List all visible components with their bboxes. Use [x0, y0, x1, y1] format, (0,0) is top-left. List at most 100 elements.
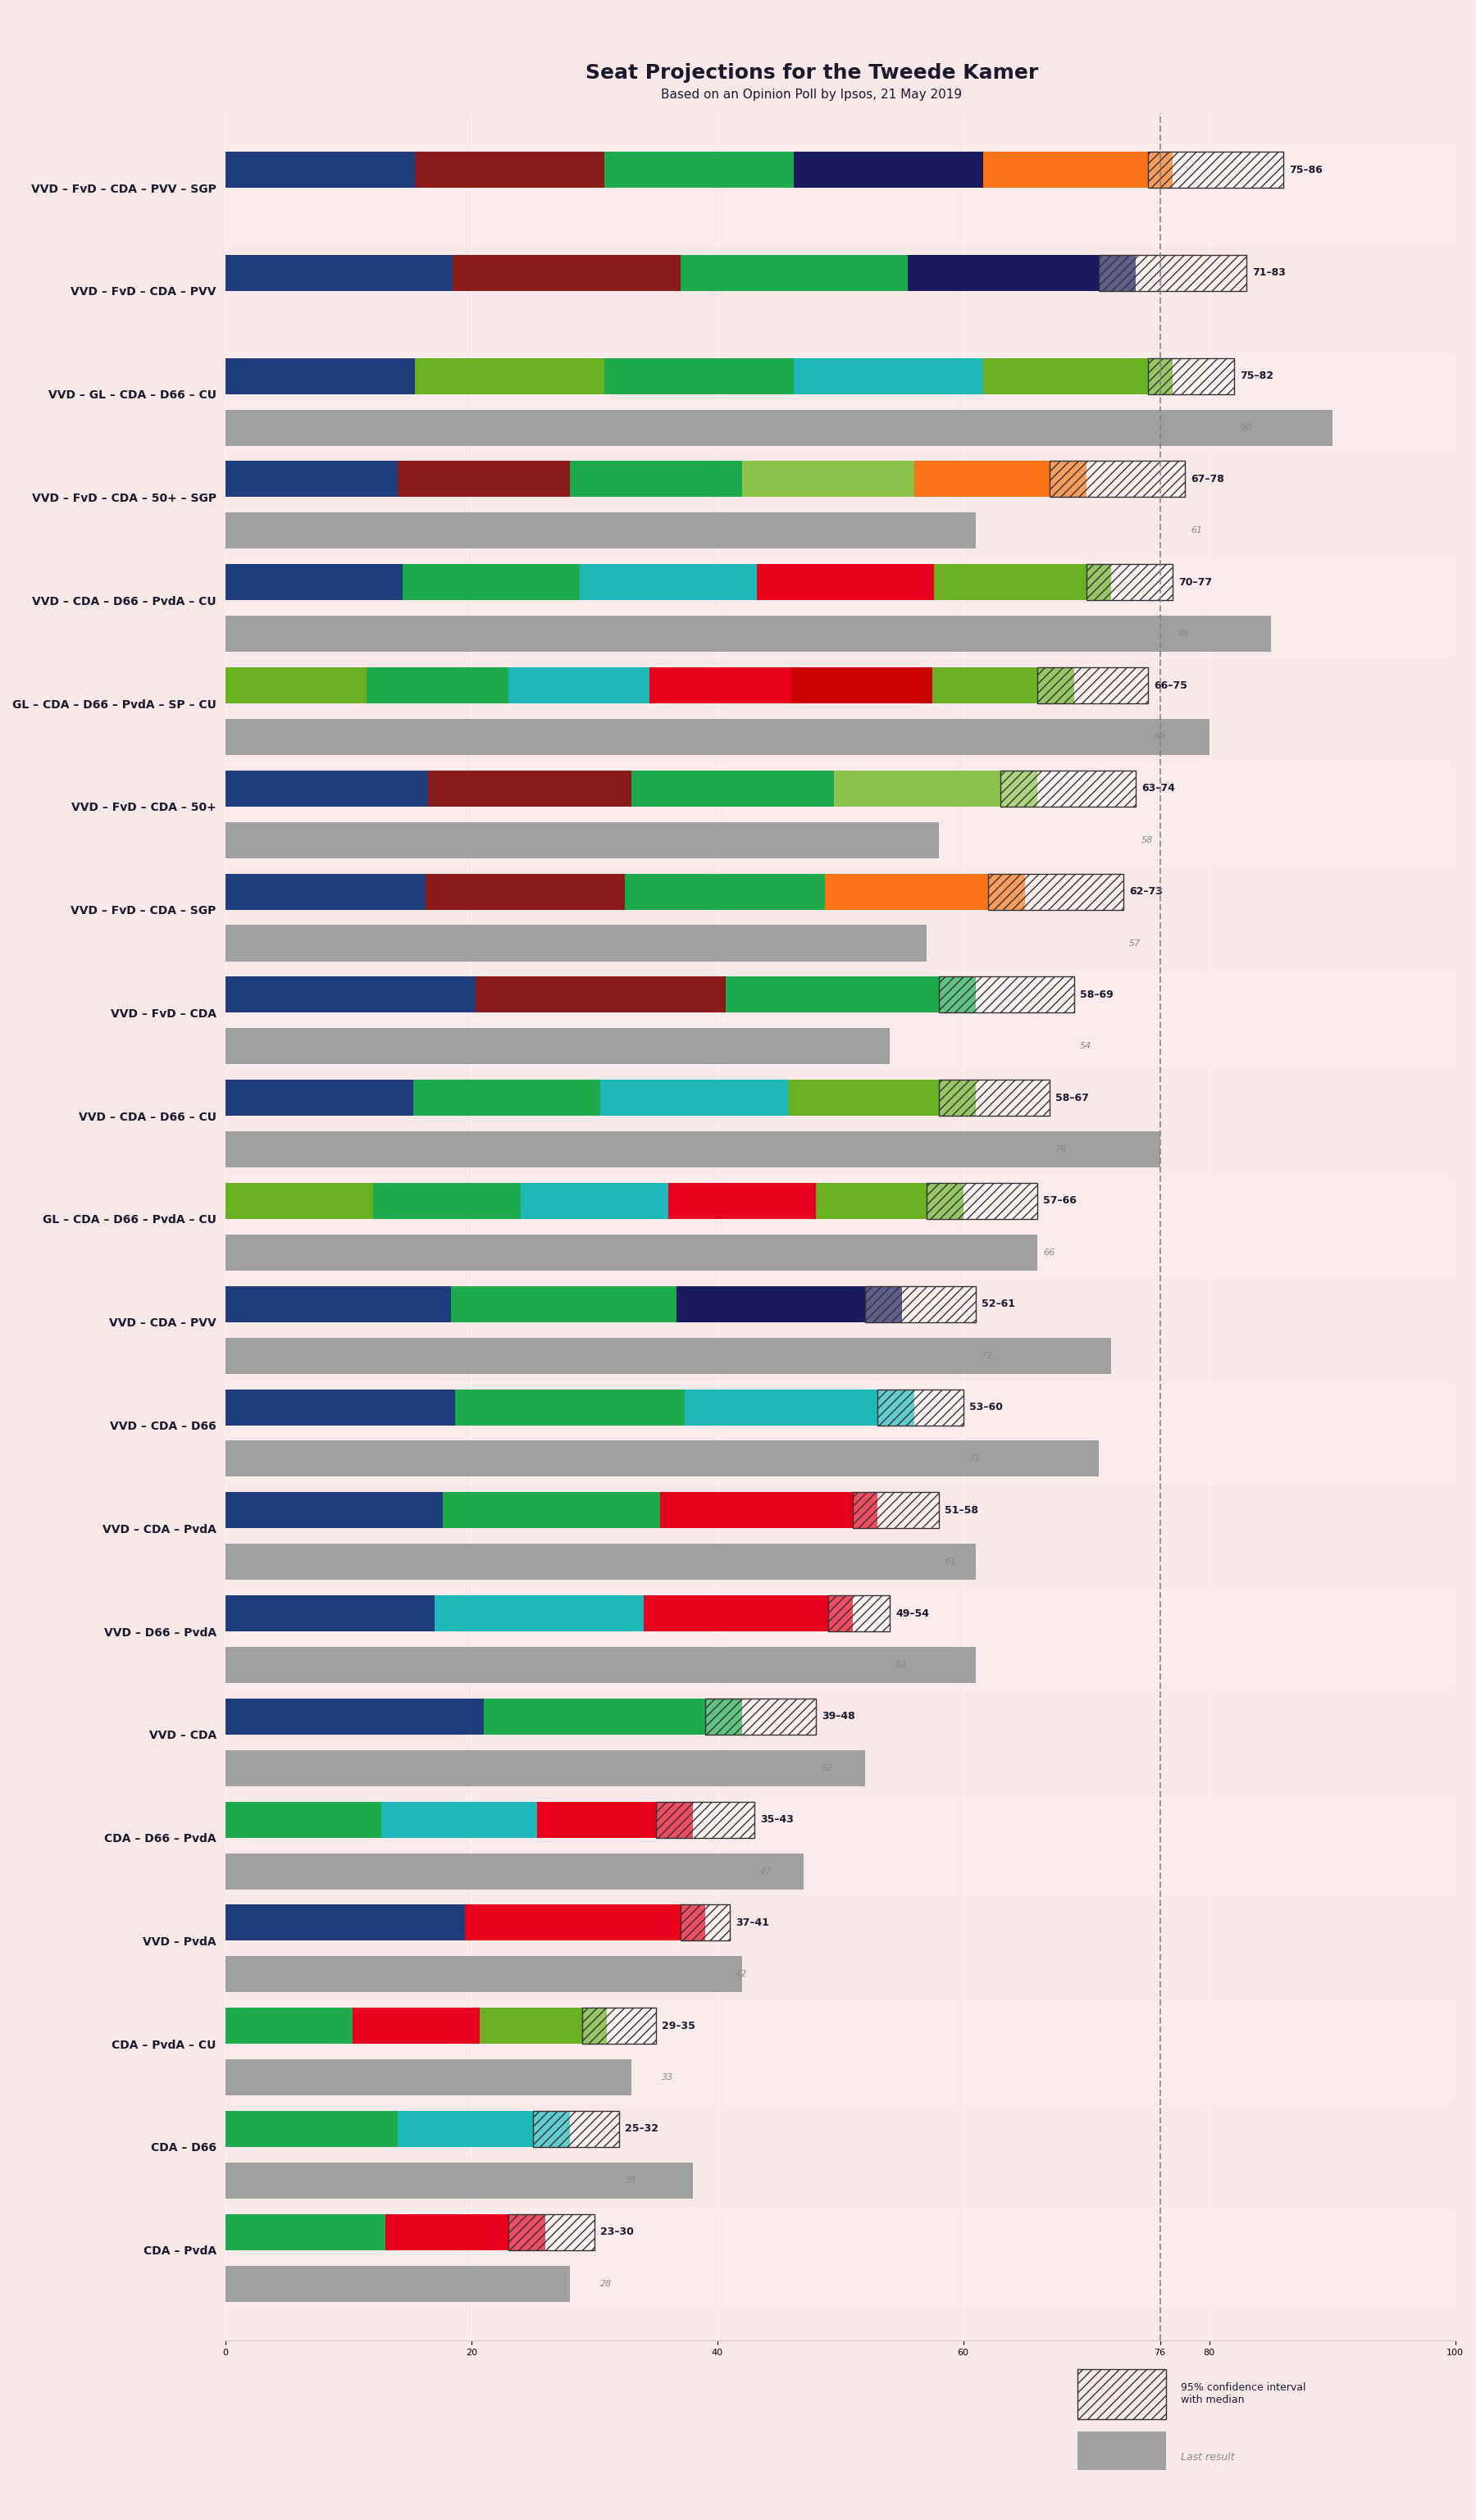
Bar: [1038, 668, 1148, 703]
Text: 57: 57: [1129, 940, 1141, 948]
Bar: [373, 1182, 521, 1220]
Bar: [533, 2112, 618, 2147]
Text: 58–67: 58–67: [1055, 1094, 1089, 1104]
Bar: [434, 1595, 644, 1630]
Text: 76: 76: [1055, 1144, 1067, 1154]
Text: 66: 66: [1044, 1247, 1055, 1257]
Bar: [226, 1595, 434, 1630]
Text: 61: 61: [945, 1557, 956, 1565]
Text: 61: 61: [896, 1661, 908, 1668]
Bar: [201, 1794, 1476, 1898]
Bar: [508, 668, 649, 703]
Text: 28: 28: [601, 2281, 613, 2288]
Bar: [1098, 255, 1246, 290]
Bar: [939, 978, 1075, 1013]
Bar: [877, 1389, 964, 1426]
Bar: [381, 1802, 537, 1837]
Bar: [201, 1588, 1476, 1691]
Bar: [1148, 358, 1234, 393]
Text: 25–32: 25–32: [626, 2124, 658, 2134]
Bar: [788, 1079, 976, 1116]
Bar: [226, 2215, 385, 2250]
Bar: [226, 615, 1271, 653]
Bar: [455, 1389, 685, 1426]
Text: 63–74: 63–74: [1141, 784, 1175, 794]
Bar: [226, 1545, 976, 1580]
Bar: [794, 151, 983, 189]
Bar: [604, 358, 794, 393]
Bar: [508, 2215, 595, 2250]
Text: 75–82: 75–82: [1240, 370, 1274, 381]
Bar: [226, 1698, 484, 1734]
Bar: [1148, 358, 1234, 393]
Bar: [428, 771, 632, 806]
Bar: [927, 1182, 1038, 1220]
Bar: [939, 1079, 1049, 1116]
Text: 52: 52: [822, 1764, 834, 1772]
Bar: [908, 255, 1135, 290]
Bar: [226, 151, 415, 189]
Text: 38: 38: [626, 2177, 636, 2185]
Text: 67–78: 67–78: [1191, 474, 1224, 484]
Text: 52–61: 52–61: [982, 1298, 1015, 1310]
Text: 37–41: 37–41: [735, 1918, 769, 1928]
Bar: [226, 461, 397, 496]
Text: 58–69: 58–69: [1080, 990, 1113, 1000]
Bar: [226, 255, 453, 290]
Bar: [533, 2112, 618, 2147]
Bar: [403, 564, 580, 600]
Text: 29–35: 29–35: [663, 2021, 695, 2031]
Text: 49–54: 49–54: [896, 1608, 930, 1618]
Bar: [853, 1492, 939, 1527]
Bar: [201, 1174, 1476, 1278]
Text: 54: 54: [1080, 1043, 1092, 1051]
Bar: [226, 1235, 1038, 1270]
Bar: [1001, 771, 1135, 806]
Bar: [226, 1131, 1160, 1167]
Bar: [226, 1389, 455, 1426]
Bar: [927, 1182, 1038, 1220]
Text: 57–66: 57–66: [1044, 1194, 1076, 1207]
Bar: [816, 1182, 964, 1220]
Bar: [226, 1028, 890, 1063]
Bar: [484, 1698, 742, 1734]
Text: 72: 72: [982, 1351, 993, 1361]
Bar: [680, 1905, 729, 1940]
Text: 90: 90: [1240, 423, 1252, 431]
Bar: [201, 2001, 1476, 2104]
Bar: [415, 358, 604, 393]
Bar: [425, 874, 626, 910]
Bar: [834, 771, 1038, 806]
Bar: [1086, 564, 1172, 600]
Bar: [939, 1079, 1049, 1116]
Text: 33: 33: [663, 2074, 673, 2082]
Bar: [226, 1905, 465, 1940]
Bar: [983, 151, 1172, 189]
Bar: [368, 668, 508, 703]
Bar: [475, 978, 726, 1013]
Bar: [226, 2008, 353, 2044]
Bar: [226, 411, 1333, 446]
Bar: [865, 1285, 976, 1323]
Bar: [537, 1802, 692, 1837]
Bar: [226, 925, 927, 960]
Bar: [201, 2208, 1476, 2308]
Text: 35–43: 35–43: [760, 1814, 794, 1824]
Bar: [680, 1905, 729, 1940]
Bar: [660, 1492, 877, 1527]
Text: 58: 58: [1141, 837, 1153, 844]
Bar: [825, 874, 1024, 910]
Bar: [226, 874, 425, 910]
Bar: [655, 1802, 754, 1837]
Bar: [226, 1182, 373, 1220]
Bar: [604, 151, 794, 189]
Bar: [582, 2008, 655, 2044]
Text: 70–77: 70–77: [1178, 577, 1212, 587]
Bar: [201, 350, 1476, 454]
Text: Last result: Last result: [1181, 2452, 1234, 2462]
Text: 51–58: 51–58: [945, 1504, 979, 1515]
Bar: [226, 978, 475, 1013]
Bar: [226, 1338, 1111, 1373]
Bar: [601, 1079, 788, 1116]
Bar: [201, 968, 1476, 1071]
